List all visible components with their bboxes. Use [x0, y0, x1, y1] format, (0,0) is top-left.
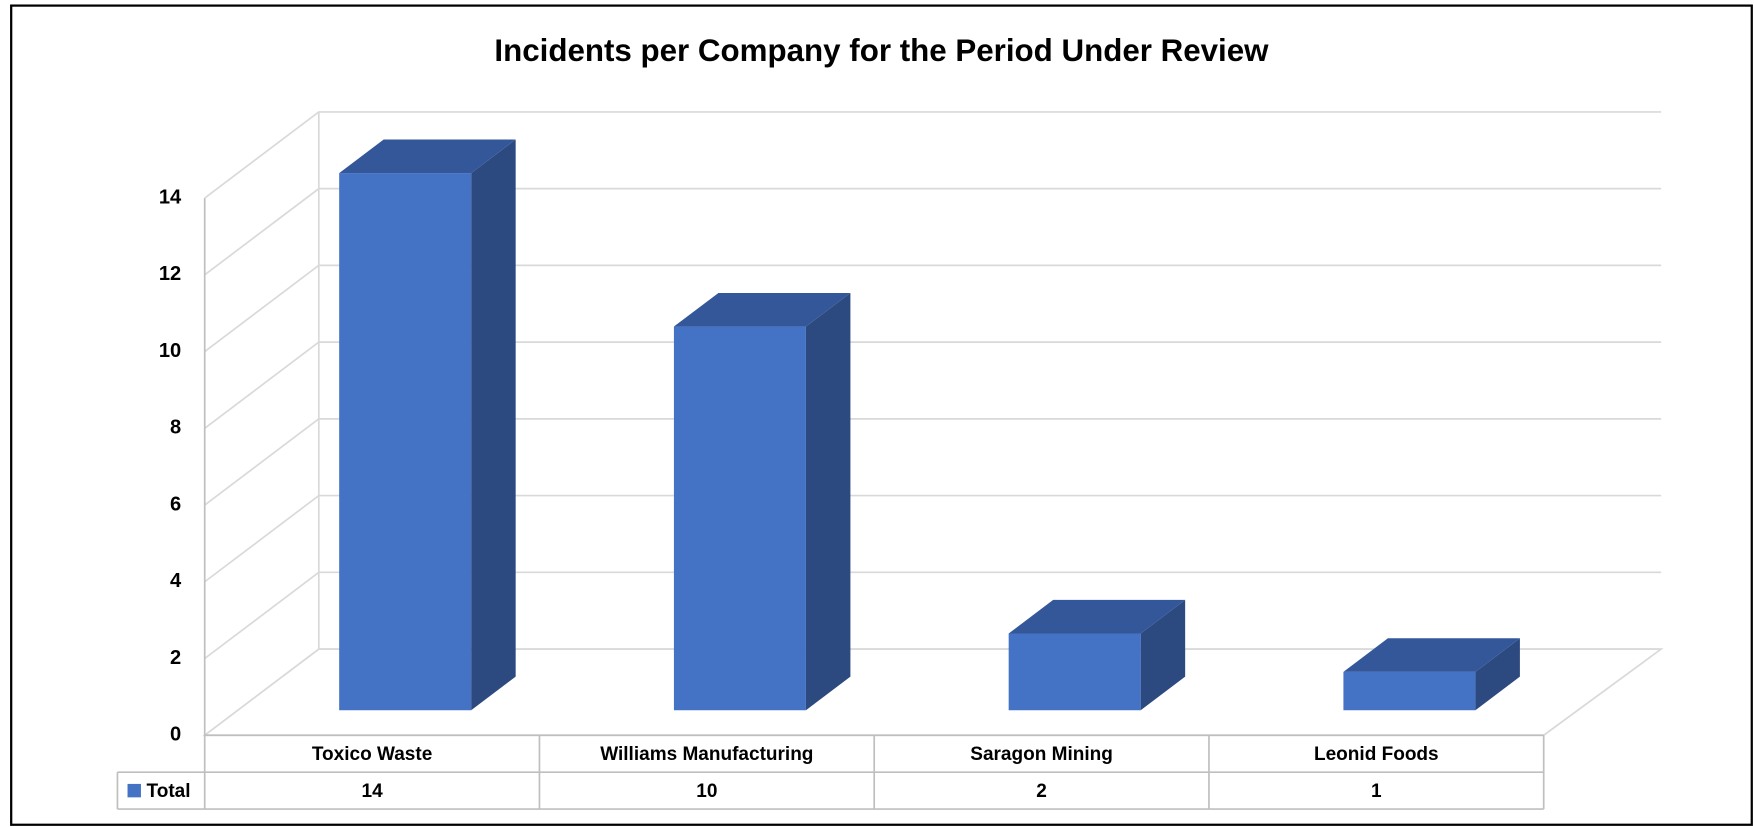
- y-tick-label: 2: [170, 647, 181, 669]
- y-tick-label: 6: [170, 493, 181, 515]
- bar-side: [1140, 599, 1186, 711]
- bar-top: [339, 139, 516, 174]
- bar: [339, 173, 472, 711]
- bar: [1008, 633, 1141, 711]
- table-value: 14: [362, 781, 384, 802]
- x-tick-label: Williams Manufacturing: [600, 744, 813, 765]
- x-tick-label: Saragon Mining: [970, 744, 1113, 765]
- y-tick-label: 14: [159, 186, 182, 208]
- table-value: 10: [696, 781, 717, 802]
- x-tick-label: Leonid Foods: [1314, 744, 1439, 765]
- y-tick-label: 4: [170, 570, 182, 592]
- x-tick-label: Toxico Waste: [312, 744, 432, 765]
- legend-label: Total: [147, 781, 191, 802]
- legend-key: [127, 783, 141, 798]
- bar-side: [471, 139, 516, 711]
- y-tick-label: 10: [159, 340, 181, 362]
- table-value: 1: [1371, 781, 1382, 802]
- y-tick-label: 12: [159, 263, 181, 285]
- y-tick-label: 8: [170, 417, 181, 439]
- bar-top: [673, 292, 851, 327]
- bar-side: [805, 292, 851, 711]
- y-tick-label: 0: [170, 724, 181, 746]
- bar-top: [1008, 599, 1186, 634]
- bar-top: [1343, 638, 1520, 672]
- bar-side: [1475, 638, 1520, 711]
- chart-title: Incidents per Company for the Period Und…: [494, 33, 1269, 68]
- table-value: 2: [1036, 781, 1047, 802]
- bar: [673, 326, 806, 711]
- bar: [1343, 671, 1476, 711]
